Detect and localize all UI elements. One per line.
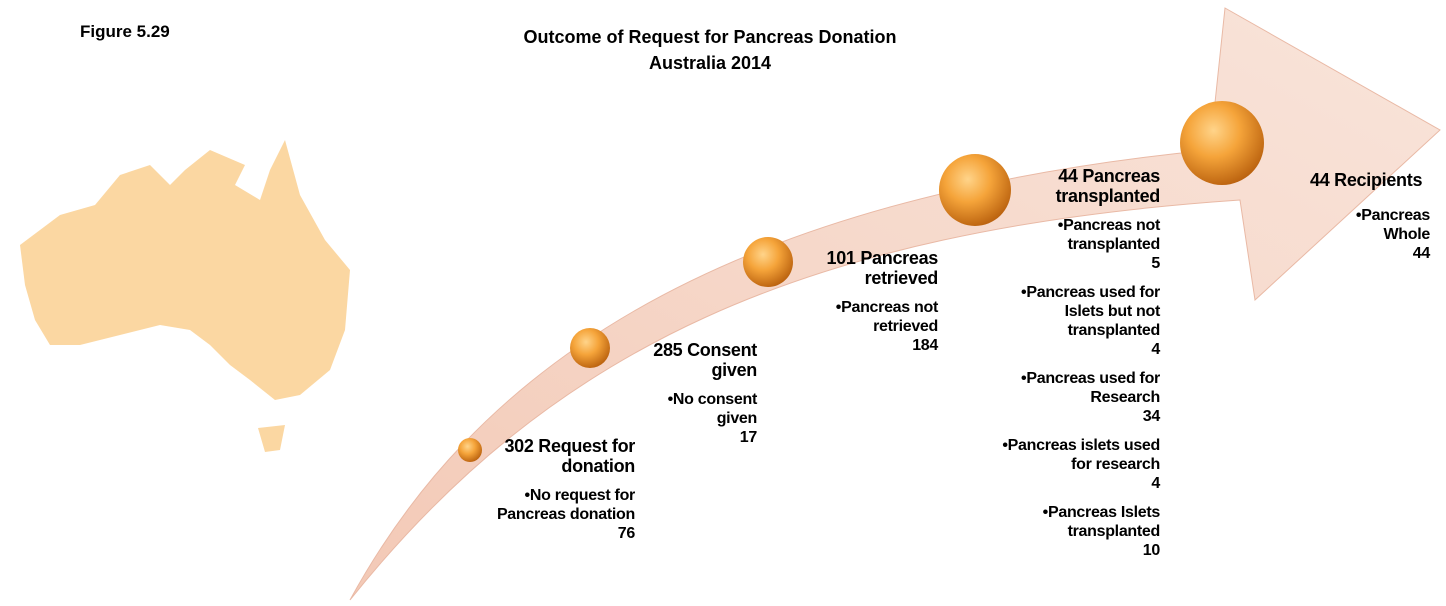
bullet-value: 4 <box>1151 341 1160 358</box>
stage: 101 Pancreas retrieved Pancreas not retri… <box>798 248 939 355</box>
bullet: Pancreas used for Islets but not transpl… <box>990 283 1160 359</box>
title: Outcome of Request for Pancreas Donation <box>523 27 897 47</box>
stage: 44 Pancreas transplanted Pancreas not tra… <box>990 166 1161 560</box>
bullet-value: 5 <box>1151 255 1160 272</box>
stage-marker <box>458 438 482 462</box>
bullet-label: Pancreas not retrieved <box>808 298 938 336</box>
subtitle: Australia 2014 <box>648 53 772 73</box>
stage-marker <box>939 154 1011 226</box>
bullet-value: 76 <box>617 525 636 542</box>
title-block: Outcome of Request for Pancreas Donation… <box>440 24 980 76</box>
stage-marker <box>743 237 793 287</box>
bullet-value: 4 <box>1151 475 1160 492</box>
bullet-value: 34 <box>1142 408 1161 425</box>
stage-marker <box>1180 101 1264 185</box>
stage-heading: 285 Consent given <box>653 340 757 380</box>
bullet-label: No consent given <box>627 390 757 428</box>
bullet-label: No request for Pancreas donation <box>485 486 635 524</box>
stage-heading: 302 Request for donation <box>504 436 635 476</box>
bullet-label: Pancreas Islets transplanted <box>990 503 1160 541</box>
stage-marker <box>570 328 610 368</box>
stage-heading: 101 Pancreas retrieved <box>826 248 939 288</box>
figure-label: Figure 5.29 <box>80 22 170 41</box>
australia-map <box>20 140 350 452</box>
bullet-label: Pancreas Whole <box>1310 206 1430 244</box>
bullet-value: 184 <box>912 337 938 354</box>
bullet-value: 10 <box>1142 542 1161 559</box>
bullet-label: Pancreas used for Islets but not transpl… <box>990 283 1160 340</box>
bullet-value: 44 <box>1412 245 1431 262</box>
arrow <box>349 7 1441 601</box>
bullet-label: Pancreas islets used for research <box>990 436 1161 474</box>
bullet-value: 17 <box>739 429 758 446</box>
stage-heading: 44 Pancreas transplanted <box>1055 166 1161 206</box>
stage: 302 Request for donation No request for P… <box>485 436 635 543</box>
bullet-label: Pancreas used for Research <box>990 369 1160 407</box>
bullet-label: Pancreas not transplanted <box>990 216 1160 254</box>
stage-heading: 44 Recipients <box>1310 170 1423 190</box>
